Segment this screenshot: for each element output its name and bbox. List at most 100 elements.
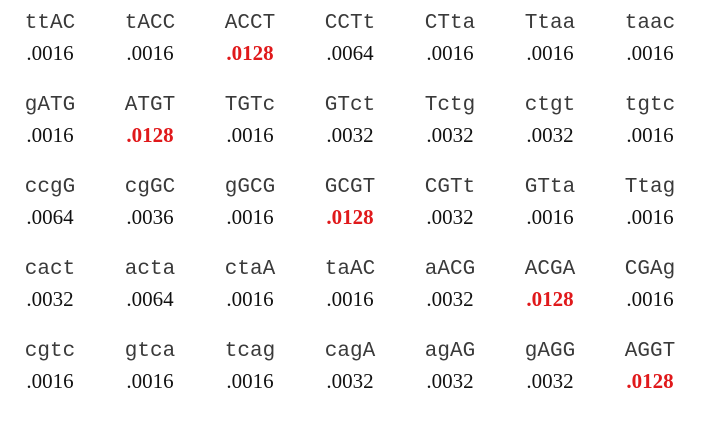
kmer-sequence: AGGT [624, 340, 676, 363]
kmer-cell: cact .0032 [0, 256, 100, 314]
kmer-cell: CGTt .0032 [400, 174, 500, 232]
kmer-sequence: cgtc [24, 340, 76, 363]
grid-row: ttAC .0016 tACC .0016 ACCT .0128 CCTt .0064 … [0, 10, 700, 92]
grid-row: ccgG .0064 cgGC .0036 gGCG .0016 GCGT .0128 … [0, 174, 700, 256]
kmer-probability: .0016 [626, 205, 674, 229]
kmer-sequence: Ttaa [524, 12, 576, 35]
kmer-probability: .0016 [226, 287, 274, 311]
kmer-cell: agAG .0032 [400, 338, 500, 396]
kmer-probability: .0064 [26, 205, 74, 229]
kmer-sequence: agAG [424, 340, 476, 363]
kmer-sequence: ttAC [24, 12, 76, 35]
kmer-cell: GCGT .0128 [300, 174, 400, 232]
kmer-cell: acta .0064 [100, 256, 200, 314]
kmer-cell: tACC .0016 [100, 10, 200, 68]
kmer-cell: TGTc .0016 [200, 92, 300, 150]
kmer-sequence: cgGC [124, 176, 176, 199]
kmer-sequence: ACGA [524, 258, 576, 281]
kmer-probability: .0016 [426, 41, 474, 65]
kmer-probability: .0064 [126, 287, 174, 311]
kmer-cell: cgtc .0016 [0, 338, 100, 396]
kmer-sequence: Ttag [624, 176, 676, 199]
kmer-cell: AGGT .0128 [600, 338, 700, 396]
kmer-cell: aACG .0032 [400, 256, 500, 314]
kmer-cell: gGCG .0016 [200, 174, 300, 232]
kmer-sequence: gtca [124, 340, 176, 363]
grid-row: cact .0032 acta .0064 ctaA .0016 taAC .0016 … [0, 256, 700, 338]
kmer-probability: .0128 [326, 205, 374, 229]
kmer-sequence: CTta [424, 12, 476, 35]
kmer-probability: .0036 [126, 205, 174, 229]
kmer-probability: .0032 [426, 287, 474, 311]
kmer-sequence: GTct [324, 94, 376, 117]
kmer-sequence: CGTt [424, 176, 476, 199]
kmer-sequence: ctgt [524, 94, 576, 117]
kmer-sequence: tcag [224, 340, 276, 363]
kmer-probability: .0016 [626, 287, 674, 311]
kmer-cell: ctgt .0032 [500, 92, 600, 150]
kmer-sequence: taAC [324, 258, 376, 281]
kmer-sequence: tgtc [624, 94, 676, 117]
kmer-sequence: taac [624, 12, 676, 35]
kmer-probability: .0032 [426, 123, 474, 147]
kmer-cell: ctaA .0016 [200, 256, 300, 314]
kmer-probability: .0016 [126, 369, 174, 393]
kmer-sequence: CCTt [324, 12, 376, 35]
kmer-probability: .0064 [326, 41, 374, 65]
kmer-probability: .0016 [26, 369, 74, 393]
kmer-probability: .0016 [526, 205, 574, 229]
kmer-probability: .0032 [326, 123, 374, 147]
kmer-probability: .0032 [526, 369, 574, 393]
kmer-probability: .0128 [626, 369, 674, 393]
kmer-probability: .0016 [26, 123, 74, 147]
kmer-probability: .0016 [226, 369, 274, 393]
kmer-cell: CGAg .0016 [600, 256, 700, 314]
kmer-cell: gAGG .0032 [500, 338, 600, 396]
kmer-probability: .0016 [26, 41, 74, 65]
kmer-sequence: ccgG [24, 176, 76, 199]
grid-row: cgtc .0016 gtca .0016 tcag .0016 cagA .0032 … [0, 338, 700, 420]
kmer-probability: .0032 [26, 287, 74, 311]
kmer-cell: GTct .0032 [300, 92, 400, 150]
kmer-cell: tcag .0016 [200, 338, 300, 396]
kmer-probability: .0032 [326, 369, 374, 393]
kmer-sequence: GTta [524, 176, 576, 199]
kmer-probability: .0016 [326, 287, 374, 311]
kmer-cell: Ttaa .0016 [500, 10, 600, 68]
kmer-sequence: aACG [424, 258, 476, 281]
kmer-sequence: CGAg [624, 258, 676, 281]
kmer-probability: .0016 [526, 41, 574, 65]
kmer-sequence: ACCT [224, 12, 276, 35]
kmer-cell: ATGT .0128 [100, 92, 200, 150]
kmer-sequence: ctaA [224, 258, 276, 281]
kmer-cell: taac .0016 [600, 10, 700, 68]
kmer-probability: .0128 [226, 41, 274, 65]
kmer-cell: taAC .0016 [300, 256, 400, 314]
kmer-cell: Ttag .0016 [600, 174, 700, 232]
kmer-probability: .0128 [526, 287, 574, 311]
kmer-probability: .0128 [126, 123, 174, 147]
kmer-sequence: gGCG [224, 176, 276, 199]
kmer-probability: .0016 [226, 205, 274, 229]
grid-row: gATG .0016 ATGT .0128 TGTc .0016 GTct .0032 … [0, 92, 700, 174]
kmer-cell: tgtc .0016 [600, 92, 700, 150]
kmer-sequence: gAGG [524, 340, 576, 363]
kmer-probability: .0032 [526, 123, 574, 147]
kmer-cell: Tctg .0032 [400, 92, 500, 150]
kmer-cell: cagA .0032 [300, 338, 400, 396]
kmer-sequence: ATGT [124, 94, 176, 117]
kmer-cell: gATG .0016 [0, 92, 100, 150]
kmer-cell: ACGA .0128 [500, 256, 600, 314]
kmer-cell: CCTt .0064 [300, 10, 400, 68]
kmer-cell: cgGC .0036 [100, 174, 200, 232]
kmer-probability: .0032 [426, 369, 474, 393]
kmer-probability: .0016 [226, 123, 274, 147]
kmer-sequence: cact [24, 258, 76, 281]
kmer-sequence: gATG [24, 94, 76, 117]
kmer-cell: ACCT .0128 [200, 10, 300, 68]
kmer-cell: ttAC .0016 [0, 10, 100, 68]
kmer-probability: .0016 [626, 123, 674, 147]
kmer-probability: .0016 [126, 41, 174, 65]
kmer-cell: gtca .0016 [100, 338, 200, 396]
kmer-sequence: acta [124, 258, 176, 281]
